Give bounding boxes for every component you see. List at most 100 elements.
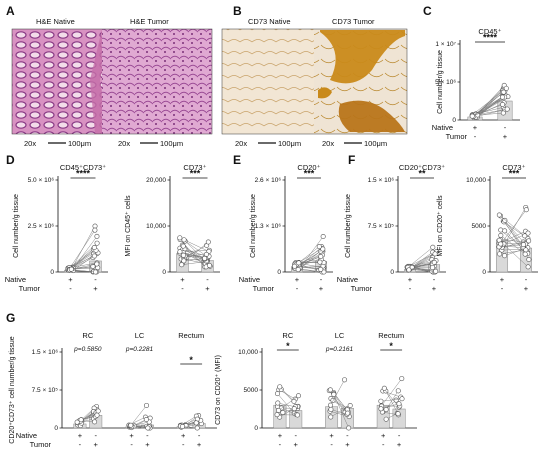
data-point (502, 253, 508, 259)
data-point (500, 110, 506, 116)
y-tick-label: 5.0 × 10⁶ (28, 177, 55, 184)
y-axis-label: CD20⁺CD73⁺ cell number/g tissue (9, 336, 16, 443)
data-point (194, 425, 200, 431)
data-point (92, 227, 98, 233)
y-tick-label: 5000 (244, 387, 259, 394)
data-point (94, 233, 100, 239)
data-point (498, 227, 504, 233)
pair-line (69, 269, 96, 273)
y-axis-label: Cell number/g tissue (345, 194, 352, 258)
data-point (202, 255, 208, 261)
row-label-native: Native (239, 275, 260, 284)
pair-line (498, 244, 524, 248)
data-point (320, 246, 326, 252)
he-tumor-scalebar-label: 100μm (160, 139, 183, 148)
data-point (393, 397, 399, 403)
chart-e-3: 0 1.3 × 10⁶ 2.6 × 10⁶ Cell number/g tissue C… (239, 163, 333, 293)
data-point (331, 391, 337, 397)
row-label-tumor: Tumor (351, 284, 373, 293)
data-point (503, 85, 509, 91)
panel-label-e: E (233, 153, 241, 167)
data-point (430, 265, 436, 271)
data-point (383, 416, 389, 422)
p-value-label: p=0.2281 (125, 346, 154, 353)
data-point (327, 387, 333, 393)
y-tick-label: 5000 (472, 223, 487, 230)
pair-line (330, 379, 345, 406)
tumor-mark: - (409, 284, 412, 293)
data-point (496, 212, 502, 218)
y-tick-label: 1.3 × 10⁶ (255, 223, 282, 230)
charts-layer: 0 5 × 10⁶ 1 × 10⁷ Cell number/g tissue CD45⁺… (5, 27, 538, 449)
chart-title: CD45⁺CD73⁺ (60, 163, 106, 172)
native-mark: - (206, 275, 209, 284)
he-native-magnification: 20x (24, 139, 36, 148)
native-mark: + (78, 431, 83, 440)
pair-line (181, 250, 210, 252)
pair-line (473, 91, 504, 117)
y-tick-label: 0 (50, 269, 54, 276)
pair-line (179, 251, 205, 259)
tumor-mark: - (296, 284, 299, 293)
pair-line (298, 256, 321, 265)
he-micrographs: H&E Native H&E Tumor 20x 100μm 20x 100μm (11, 17, 213, 148)
data-point (395, 411, 401, 417)
tumor-mark: - (79, 440, 82, 449)
pair-line (184, 248, 207, 268)
data-point (396, 401, 402, 407)
data-point (345, 410, 351, 416)
y-tick-label: 5 × 10⁶ (435, 79, 456, 86)
pair-line (278, 395, 299, 411)
pair-line (384, 388, 399, 414)
data-point (94, 412, 100, 418)
pair-line (281, 389, 299, 407)
row-label-native: Native (16, 431, 37, 440)
native-mark: - (146, 431, 149, 440)
native-mark: + (295, 275, 300, 284)
data-point (346, 425, 352, 431)
data-point (320, 234, 326, 240)
native-mark: - (398, 431, 401, 440)
he-boundary (90, 29, 112, 134)
pair-line (410, 251, 433, 269)
pair-line (385, 390, 399, 410)
he-frame (11, 28, 213, 135)
pair-line (181, 415, 197, 426)
y-tick-label: 7.5 × 10⁵ (368, 223, 395, 230)
pair-line (408, 262, 435, 271)
pair-line (499, 249, 526, 255)
native-mark: - (525, 275, 528, 284)
pair-line (477, 96, 503, 116)
chart-title: CD73⁺ (502, 163, 525, 172)
data-point (500, 102, 506, 108)
panel-label-d: D (6, 153, 15, 167)
group-label: RC (282, 331, 293, 340)
data-point (295, 393, 301, 399)
data-point (206, 262, 212, 268)
cd73-micrographs: CD73 Native CD73 Tumor 20x 100μm 20x 100… (221, 17, 408, 148)
data-point (193, 420, 199, 426)
tumor-mark: + (145, 440, 150, 449)
data-point (432, 251, 438, 257)
tumor-mark: + (345, 440, 350, 449)
pair-line (500, 235, 526, 255)
tumor-mark: - (69, 284, 72, 293)
data-point (318, 266, 324, 272)
data-point (145, 425, 151, 431)
significance-label: *** (190, 169, 201, 179)
pair-line (407, 247, 433, 268)
data-point (328, 402, 334, 408)
pair-line (333, 394, 349, 429)
native-mark: - (320, 275, 323, 284)
native-mark: + (473, 123, 478, 132)
data-point (94, 240, 100, 246)
y-tick-label: 1 × 10⁷ (435, 41, 456, 48)
pair-line (500, 209, 527, 245)
data-point (430, 244, 436, 250)
data-point (321, 269, 327, 275)
panel-label-a: A (6, 4, 15, 18)
data-point (92, 419, 98, 425)
y-tick-label: 0 (277, 269, 281, 276)
tumor-mark: - (382, 440, 385, 449)
native-mark: + (278, 431, 283, 440)
